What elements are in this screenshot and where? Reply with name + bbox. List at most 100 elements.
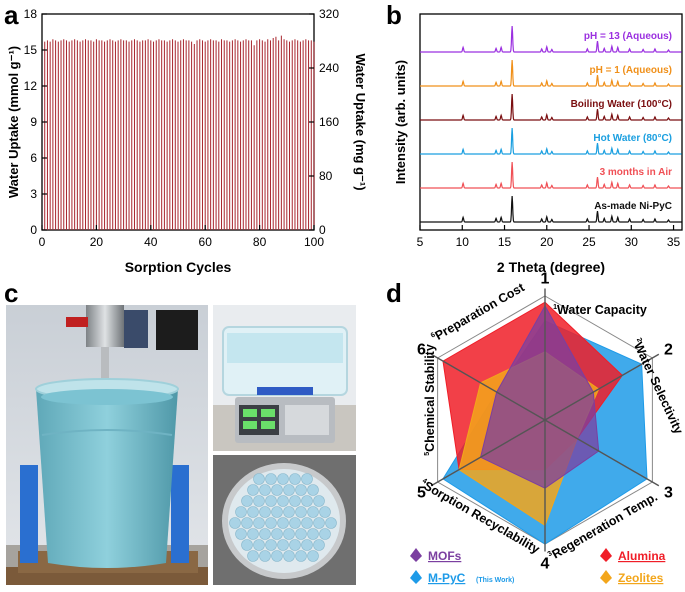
pellet xyxy=(277,473,289,485)
series-label: As-made Ni-PyC xyxy=(594,201,672,212)
pellet xyxy=(235,528,247,540)
xrd-series-line xyxy=(420,59,682,87)
y-tick-label: 12 xyxy=(24,79,38,93)
pellet xyxy=(301,495,313,507)
pellet xyxy=(271,528,283,540)
pellet xyxy=(253,539,265,551)
panel-label-b: b xyxy=(386,0,402,30)
pellet xyxy=(319,506,331,518)
series-label: 3 months in Air xyxy=(600,167,673,178)
pellet xyxy=(313,495,325,507)
legend-swatch xyxy=(600,548,612,562)
series-label: Boiling Water (100°C) xyxy=(571,99,672,110)
radar-axis-number: 6 xyxy=(417,342,426,359)
pellet xyxy=(265,539,277,551)
radar-axis-label: 1Water Capacity xyxy=(553,303,647,317)
y-tick-label: 3 xyxy=(30,187,37,201)
pellet xyxy=(277,539,289,551)
plot-frame-b xyxy=(419,13,683,231)
y-tick-label: 6 xyxy=(30,151,37,165)
x-tick-label: 15 xyxy=(498,235,512,249)
pellet xyxy=(271,550,283,562)
radar-axis-number: 4 xyxy=(541,556,550,573)
bar-group xyxy=(44,35,315,230)
xrd-series-line xyxy=(420,93,682,121)
pellet xyxy=(325,517,337,529)
pellet xyxy=(295,506,307,518)
x-tick-label: 5 xyxy=(417,235,424,249)
pellet xyxy=(265,495,277,507)
legend-note: (This Work) xyxy=(476,577,514,584)
radar-axis-number: 2 xyxy=(664,342,673,359)
pellet xyxy=(247,550,259,562)
xrd-pattern-group: As-made Ni-PyC 3 months in Air Hot Water (… xyxy=(420,25,682,223)
pellet xyxy=(283,528,295,540)
pellet xyxy=(289,539,301,551)
x-tick-label: 25 xyxy=(582,235,596,249)
pellet xyxy=(259,528,271,540)
y-tick-label-right: 240 xyxy=(319,61,339,75)
panel-label-d: d xyxy=(386,278,402,308)
pellet xyxy=(313,539,325,551)
x-tick-label: 30 xyxy=(625,235,639,249)
x-tick-label: 0 xyxy=(39,235,46,249)
weighed-box-photo xyxy=(213,305,356,451)
legend-swatch xyxy=(410,570,422,584)
pellet xyxy=(289,495,301,507)
x-tick-label: 40 xyxy=(144,235,158,249)
y-tick-label-right: 160 xyxy=(319,115,339,129)
x-tick-label: 60 xyxy=(199,235,213,249)
pellet xyxy=(301,473,313,485)
legend-swatch xyxy=(410,548,422,562)
y-tick-label: 9 xyxy=(30,115,37,129)
y-tick-label: 15 xyxy=(24,43,38,57)
xrd-series-line xyxy=(420,161,682,189)
radar-axis xyxy=(430,419,546,487)
radar-axis-number: 1 xyxy=(541,270,550,287)
pellet xyxy=(241,539,253,551)
series-label: pH = 13 (Aqueous) xyxy=(584,31,672,42)
pellet xyxy=(289,517,301,529)
pellet xyxy=(301,517,313,529)
pellet xyxy=(307,484,319,496)
y-tick-label-right: 0 xyxy=(319,223,326,237)
x-axis-title-b: 2 Theta (degree) xyxy=(497,259,605,275)
radar-legend: MOFs M-PyC (This Work) Alumina Zeolites xyxy=(410,548,666,585)
legend-swatch xyxy=(600,570,612,584)
pellet xyxy=(247,484,259,496)
xrd-series-line xyxy=(420,25,682,53)
pellet xyxy=(253,495,265,507)
pellet xyxy=(301,539,313,551)
x-tick-label: 100 xyxy=(304,235,324,249)
xrd-series-line xyxy=(420,195,682,223)
legend-label: Zeolites xyxy=(618,571,664,585)
pellet xyxy=(271,506,283,518)
pellet xyxy=(283,506,295,518)
pellet xyxy=(265,517,277,529)
x-tick-label: 20 xyxy=(90,235,104,249)
x-tick-label: 80 xyxy=(253,235,267,249)
x-axis-title-a: Sorption Cycles xyxy=(125,259,232,275)
pellet xyxy=(295,484,307,496)
panel-label-a: a xyxy=(4,0,19,30)
pellet xyxy=(241,517,253,529)
radar-axis-number: 3 xyxy=(664,484,673,501)
y-axis-title-right-a: Water Uptake (mg g⁻¹) xyxy=(353,53,368,190)
axis-ticks-b: 5 10 15 20 25 30 35 xyxy=(417,225,681,249)
pellet xyxy=(265,473,277,485)
pellet xyxy=(319,528,331,540)
pellet xyxy=(271,484,283,496)
pellet xyxy=(277,517,289,529)
y-tick-label: 0 xyxy=(30,223,37,237)
pellet xyxy=(277,495,289,507)
pellet xyxy=(307,528,319,540)
radar-axis-label: 5Chemical Stability xyxy=(423,344,437,456)
pellets-dish-photo xyxy=(213,455,356,585)
y-axis-title-b: Intensity (arb. units) xyxy=(393,60,408,184)
pellet xyxy=(295,528,307,540)
pellet xyxy=(307,506,319,518)
pellet xyxy=(229,517,241,529)
xrd-series-line xyxy=(420,127,682,155)
